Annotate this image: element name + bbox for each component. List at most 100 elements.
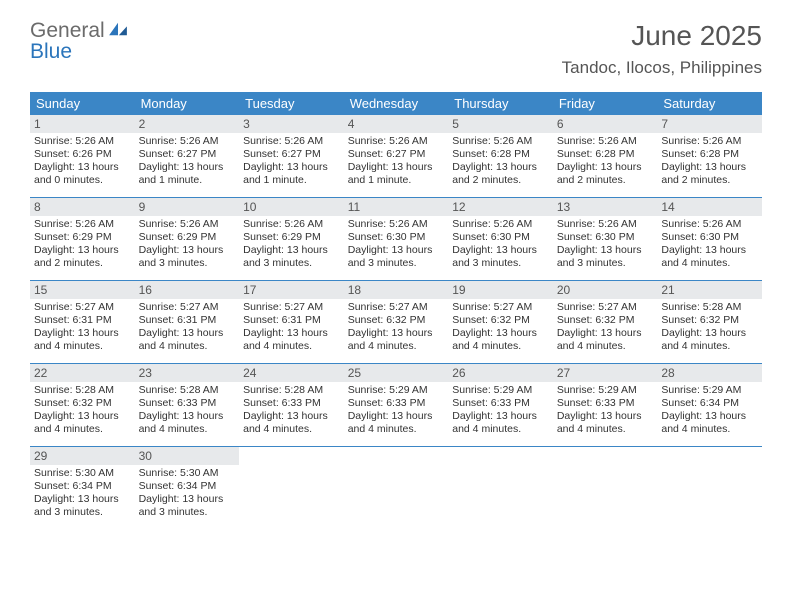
calendar-day-cell: 11Sunrise: 5:26 AMSunset: 6:30 PMDayligh… (344, 198, 449, 275)
sunrise-text: Sunrise: 5:26 AM (139, 218, 236, 231)
calendar-day-cell: 4 Sunrise: 5:26 AMSunset: 6:27 PMDaylight… (344, 115, 449, 192)
daylight-text: Daylight: 13 hours and 1 minute. (139, 161, 236, 187)
sunset-text: Sunset: 6:28 PM (661, 148, 758, 161)
daylight-text: Daylight: 13 hours and 4 minutes. (557, 410, 654, 436)
sunrise-text: Sunrise: 5:30 AM (34, 467, 131, 480)
calendar-day-cell: 25Sunrise: 5:29 AMSunset: 6:33 PMDayligh… (344, 364, 449, 441)
day-number: 30 (135, 447, 240, 465)
sunset-text: Sunset: 6:29 PM (34, 231, 131, 244)
calendar-day-cell: 19Sunrise: 5:27 AMSunset: 6:32 PMDayligh… (448, 281, 553, 358)
sunset-text: Sunset: 6:34 PM (34, 480, 131, 493)
sunset-text: Sunset: 6:30 PM (661, 231, 758, 244)
daylight-text: Daylight: 13 hours and 4 minutes. (661, 244, 758, 270)
day-number: 9 (135, 198, 240, 216)
logo-sail-icon (107, 21, 129, 37)
sunset-text: Sunset: 6:28 PM (557, 148, 654, 161)
calendar-table: Sunday Monday Tuesday Wednesday Thursday… (30, 92, 762, 524)
day-number: 20 (553, 281, 658, 299)
sunrise-text: Sunrise: 5:26 AM (452, 218, 549, 231)
day-info: Sunrise: 5:26 AMSunset: 6:28 PMDaylight:… (557, 135, 654, 188)
daylight-text: Daylight: 13 hours and 3 minutes. (139, 493, 236, 519)
sunrise-text: Sunrise: 5:28 AM (661, 301, 758, 314)
daylight-text: Daylight: 13 hours and 3 minutes. (452, 244, 549, 270)
sunrise-text: Sunrise: 5:26 AM (139, 135, 236, 148)
daylight-text: Daylight: 13 hours and 4 minutes. (452, 327, 549, 353)
day-info: Sunrise: 5:27 AMSunset: 6:31 PMDaylight:… (34, 301, 131, 354)
daylight-text: Daylight: 13 hours and 3 minutes. (243, 244, 340, 270)
day-info: Sunrise: 5:30 AMSunset: 6:34 PMDaylight:… (34, 467, 131, 520)
daylight-text: Daylight: 13 hours and 1 minute. (348, 161, 445, 187)
day-number: 1 (30, 115, 135, 133)
day-number: 26 (448, 364, 553, 382)
calendar-day-cell: 3Sunrise: 5:26 AMSunset: 6:27 PMDaylight… (239, 115, 344, 192)
logo-text-blue: Blue (30, 41, 72, 62)
day-number: 6 (553, 115, 658, 133)
calendar-day-cell: 26Sunrise: 5:29 AMSunset: 6:33 PMDayligh… (448, 364, 553, 441)
day-info: Sunrise: 5:27 AMSunset: 6:32 PMDaylight:… (348, 301, 445, 354)
sunrise-text: Sunrise: 5:26 AM (348, 218, 445, 231)
sunset-text: Sunset: 6:28 PM (452, 148, 549, 161)
calendar-day-cell: 15 Sunrise: 5:27 AMSunset: 6:31 PMDayligh… (30, 281, 135, 358)
calendar-day-cell: 22 Sunrise: 5:28 AMSunset: 6:32 PMDayligh… (30, 364, 135, 441)
sunset-text: Sunset: 6:27 PM (348, 148, 445, 161)
sunset-text: Sunset: 6:32 PM (661, 314, 758, 327)
sunset-text: Sunset: 6:34 PM (661, 397, 758, 410)
weekday-header: Saturday (657, 92, 762, 115)
calendar-day-cell: 29Sunrise: 5:30 AMSunset: 6:34 PMDayligh… (30, 447, 135, 524)
calendar-day-cell: 7Sunrise: 5:26 AMSunset: 6:28 PMDaylight… (657, 115, 762, 192)
weekday-header: Thursday (448, 92, 553, 115)
calendar-week-row: 8Sunrise: 5:26 AMSunset: 6:29 PMDaylight… (30, 198, 762, 275)
daylight-text: Daylight: 13 hours and 4 minutes. (139, 410, 236, 436)
sunrise-text: Sunrise: 5:26 AM (557, 135, 654, 148)
day-number: 15 (30, 281, 135, 299)
sunset-text: Sunset: 6:31 PM (139, 314, 236, 327)
weekday-header: Monday (135, 92, 240, 115)
day-number: 28 (657, 364, 762, 382)
sunset-text: Sunset: 6:29 PM (243, 231, 340, 244)
daylight-text: Daylight: 13 hours and 4 minutes. (661, 327, 758, 353)
calendar-page: General Blue June 2025 Tandoc, Ilocos, P… (0, 0, 792, 534)
day-number: 22 (30, 364, 135, 382)
calendar-day-cell: 6 Sunrise: 5:26 AMSunset: 6:28 PMDaylight… (553, 115, 658, 192)
day-info: Sunrise: 5:26 AMSunset: 6:30 PMDaylight:… (452, 218, 549, 271)
sunrise-text: Sunrise: 5:26 AM (661, 218, 758, 231)
day-info: Sunrise: 5:26 AMSunset: 6:28 PMDaylight:… (661, 135, 758, 188)
day-info: Sunrise: 5:28 AMSunset: 6:33 PMDaylight:… (139, 384, 236, 437)
day-number: 11 (344, 198, 449, 216)
day-info: Sunrise: 5:26 AMSunset: 6:29 PMDaylight:… (34, 218, 131, 271)
sunset-text: Sunset: 6:32 PM (34, 397, 131, 410)
day-number: 4 (344, 115, 449, 133)
weekday-header-row: Sunday Monday Tuesday Wednesday Thursday… (30, 92, 762, 115)
day-number: 27 (553, 364, 658, 382)
sunset-text: Sunset: 6:27 PM (243, 148, 340, 161)
sunrise-text: Sunrise: 5:27 AM (348, 301, 445, 314)
day-info: Sunrise: 5:28 AMSunset: 6:32 PMDaylight:… (34, 384, 131, 437)
daylight-text: Daylight: 13 hours and 3 minutes. (348, 244, 445, 270)
daylight-text: Daylight: 13 hours and 2 minutes. (557, 161, 654, 187)
calendar-day-cell: 5Sunrise: 5:26 AMSunset: 6:28 PMDaylight… (448, 115, 553, 192)
daylight-text: Daylight: 13 hours and 4 minutes. (661, 410, 758, 436)
day-info: Sunrise: 5:26 AMSunset: 6:27 PMDaylight:… (348, 135, 445, 188)
sunrise-text: Sunrise: 5:26 AM (243, 135, 340, 148)
day-info: Sunrise: 5:26 AMSunset: 6:29 PMDaylight:… (139, 218, 236, 271)
sunrise-text: Sunrise: 5:27 AM (139, 301, 236, 314)
calendar-day-cell: 30Sunrise: 5:30 AMSunset: 6:34 PMDayligh… (135, 447, 240, 524)
daylight-text: Daylight: 13 hours and 2 minutes. (34, 244, 131, 270)
calendar-day-cell (239, 447, 344, 524)
calendar-day-cell: 23 Sunrise: 5:28 AMSunset: 6:33 PMDayligh… (135, 364, 240, 441)
day-info: Sunrise: 5:26 AMSunset: 6:30 PMDaylight:… (661, 218, 758, 271)
day-info: Sunrise: 5:27 AMSunset: 6:31 PMDaylight:… (243, 301, 340, 354)
day-number: 25 (344, 364, 449, 382)
day-number: 13 (553, 198, 658, 216)
calendar-day-cell: 9 Sunrise: 5:26 AMSunset: 6:29 PMDaylight… (135, 198, 240, 275)
calendar-day-cell (344, 447, 449, 524)
day-info: Sunrise: 5:26 AMSunset: 6:27 PMDaylight:… (139, 135, 236, 188)
daylight-text: Daylight: 13 hours and 4 minutes. (34, 410, 131, 436)
day-info: Sunrise: 5:26 AMSunset: 6:27 PMDaylight:… (243, 135, 340, 188)
day-number: 23 (135, 364, 240, 382)
sunrise-text: Sunrise: 5:28 AM (34, 384, 131, 397)
sunrise-text: Sunrise: 5:29 AM (557, 384, 654, 397)
daylight-text: Daylight: 13 hours and 4 minutes. (34, 327, 131, 353)
calendar-day-cell: 1Sunrise: 5:26 AMSunset: 6:26 PMDaylight… (30, 115, 135, 192)
sunrise-text: Sunrise: 5:27 AM (243, 301, 340, 314)
